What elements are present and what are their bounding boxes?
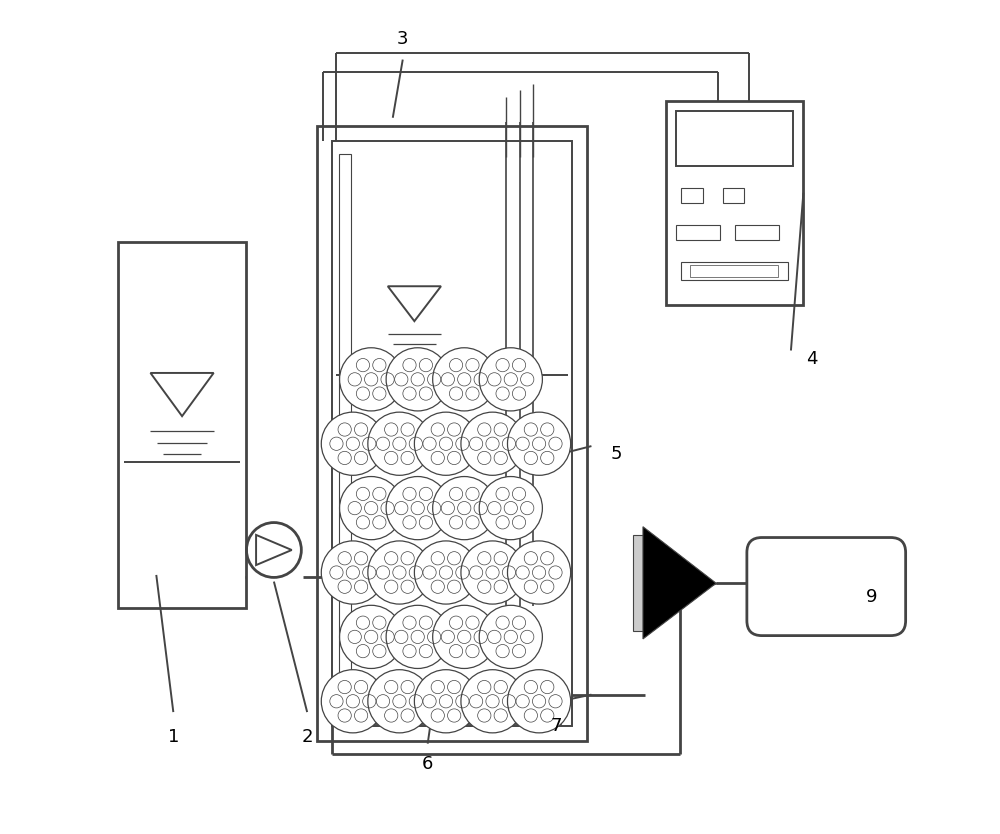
Circle shape — [507, 541, 571, 604]
Bar — [339, 153, 351, 706]
Text: 1: 1 — [168, 728, 179, 746]
Circle shape — [368, 670, 431, 733]
Circle shape — [321, 541, 384, 604]
Circle shape — [414, 541, 478, 604]
Text: 3: 3 — [397, 30, 408, 48]
Circle shape — [433, 348, 496, 411]
Text: 7: 7 — [551, 717, 562, 736]
Circle shape — [368, 412, 431, 475]
Bar — [676, 224, 720, 239]
FancyBboxPatch shape — [747, 538, 906, 636]
Text: 6: 6 — [422, 756, 433, 773]
Circle shape — [414, 412, 478, 475]
Circle shape — [386, 605, 449, 669]
Bar — [633, 535, 645, 631]
Bar — [332, 141, 572, 726]
Circle shape — [368, 541, 431, 604]
Circle shape — [340, 476, 403, 540]
Circle shape — [433, 605, 496, 669]
Circle shape — [507, 412, 571, 475]
Bar — [690, 265, 778, 277]
Text: 4: 4 — [806, 349, 817, 368]
Text: 2: 2 — [301, 728, 313, 746]
Circle shape — [479, 476, 542, 540]
Text: 5: 5 — [611, 445, 622, 464]
Text: 9: 9 — [866, 587, 877, 605]
Circle shape — [386, 476, 449, 540]
Circle shape — [386, 348, 449, 411]
Polygon shape — [643, 527, 716, 639]
Bar — [735, 224, 779, 239]
Bar — [118, 243, 246, 608]
Circle shape — [461, 412, 524, 475]
Circle shape — [479, 605, 542, 669]
Circle shape — [414, 670, 478, 733]
Circle shape — [321, 412, 384, 475]
Circle shape — [479, 348, 542, 411]
Circle shape — [507, 670, 571, 733]
Bar — [676, 111, 793, 166]
Text: 8: 8 — [682, 587, 694, 605]
Circle shape — [340, 348, 403, 411]
Circle shape — [433, 476, 496, 540]
Bar — [723, 188, 744, 203]
Circle shape — [321, 670, 384, 733]
Bar — [345, 705, 560, 723]
Bar — [317, 126, 587, 741]
Bar — [681, 262, 788, 280]
Circle shape — [461, 541, 524, 604]
Bar — [681, 188, 703, 203]
Bar — [666, 101, 803, 304]
Circle shape — [461, 670, 524, 733]
Circle shape — [340, 605, 403, 669]
